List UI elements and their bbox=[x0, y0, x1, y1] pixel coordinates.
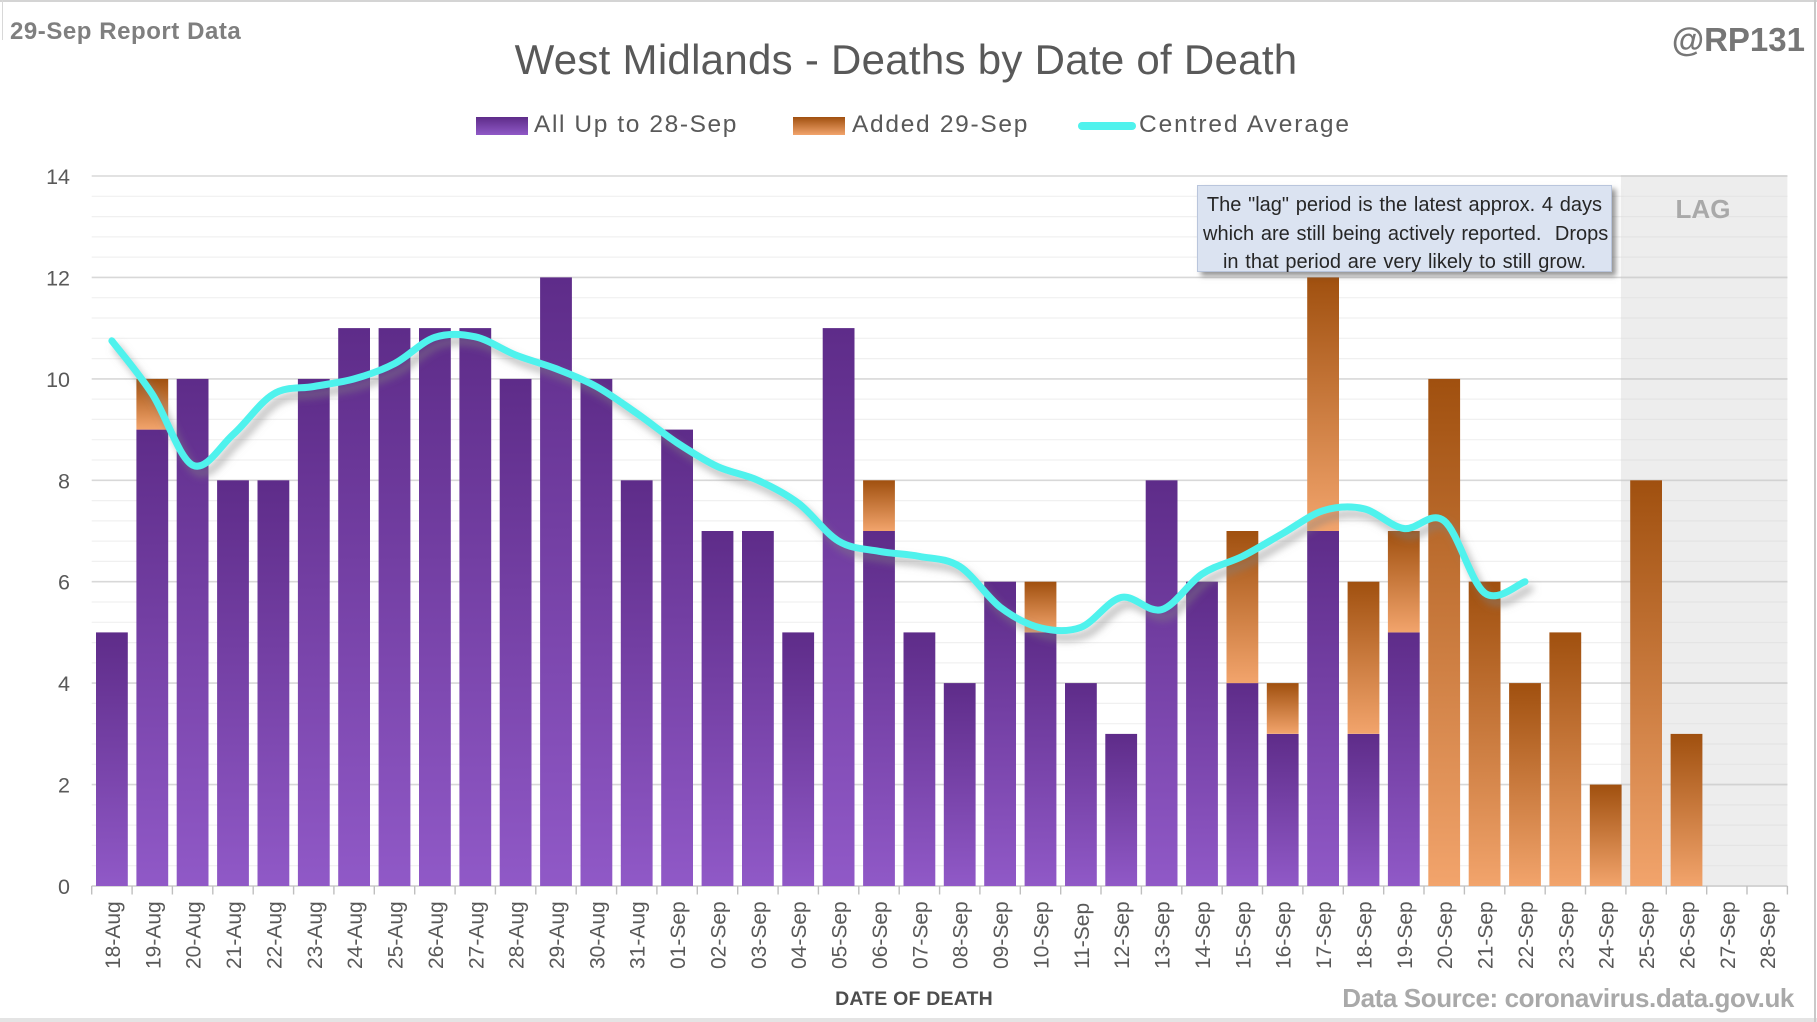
svg-text:26-Sep: 26-Sep bbox=[1677, 901, 1700, 969]
svg-text:21-Sep: 21-Sep bbox=[1475, 901, 1498, 969]
svg-text:29-Aug: 29-Aug bbox=[546, 901, 569, 969]
svg-text:24-Aug: 24-Aug bbox=[344, 901, 367, 969]
svg-text:19-Aug: 19-Aug bbox=[142, 901, 165, 969]
svg-text:24-Sep: 24-Sep bbox=[1596, 901, 1619, 969]
svg-text:25-Aug: 25-Aug bbox=[385, 901, 408, 969]
svg-text:02-Sep: 02-Sep bbox=[708, 901, 731, 969]
svg-text:0: 0 bbox=[58, 875, 70, 899]
svg-text:14-Sep: 14-Sep bbox=[1192, 901, 1215, 969]
svg-text:05-Sep: 05-Sep bbox=[829, 901, 852, 969]
svg-text:15-Sep: 15-Sep bbox=[1232, 901, 1255, 969]
svg-text:27-Sep: 27-Sep bbox=[1717, 901, 1740, 969]
svg-text:13-Sep: 13-Sep bbox=[1152, 901, 1175, 969]
svg-text:4: 4 bbox=[58, 672, 70, 696]
svg-text:19-Sep: 19-Sep bbox=[1394, 901, 1417, 969]
svg-text:8: 8 bbox=[58, 469, 70, 493]
svg-text:17-Sep: 17-Sep bbox=[1313, 901, 1336, 969]
svg-text:22-Sep: 22-Sep bbox=[1515, 901, 1538, 969]
svg-text:11-Sep: 11-Sep bbox=[1071, 903, 1094, 969]
svg-text:04-Sep: 04-Sep bbox=[788, 901, 811, 969]
svg-text:18-Sep: 18-Sep bbox=[1354, 901, 1377, 969]
svg-text:6: 6 bbox=[58, 571, 70, 595]
svg-text:12: 12 bbox=[46, 266, 70, 290]
svg-text:08-Sep: 08-Sep bbox=[950, 901, 973, 969]
svg-text:28-Sep: 28-Sep bbox=[1757, 901, 1780, 969]
svg-text:06-Sep: 06-Sep bbox=[869, 901, 892, 969]
svg-text:10-Sep: 10-Sep bbox=[1031, 901, 1054, 969]
svg-text:27-Aug: 27-Aug bbox=[465, 901, 488, 969]
svg-text:12-Sep: 12-Sep bbox=[1111, 901, 1134, 969]
svg-text:10: 10 bbox=[46, 368, 70, 392]
svg-text:22-Aug: 22-Aug bbox=[263, 901, 286, 969]
svg-text:16-Sep: 16-Sep bbox=[1273, 901, 1296, 969]
svg-text:25-Sep: 25-Sep bbox=[1636, 901, 1659, 969]
svg-text:31-Aug: 31-Aug bbox=[627, 901, 650, 969]
svg-text:26-Aug: 26-Aug bbox=[425, 901, 448, 969]
svg-text:30-Aug: 30-Aug bbox=[586, 901, 609, 969]
svg-text:23-Aug: 23-Aug bbox=[304, 901, 327, 969]
svg-text:2: 2 bbox=[58, 774, 70, 798]
svg-text:18-Aug: 18-Aug bbox=[102, 901, 125, 969]
svg-text:21-Aug: 21-Aug bbox=[223, 901, 246, 969]
svg-text:07-Sep: 07-Sep bbox=[909, 901, 932, 969]
svg-text:01-Sep: 01-Sep bbox=[667, 901, 690, 969]
svg-text:20-Sep: 20-Sep bbox=[1434, 901, 1457, 969]
svg-text:14: 14 bbox=[46, 165, 70, 189]
svg-text:LAG: LAG bbox=[1676, 194, 1731, 224]
svg-text:20-Aug: 20-Aug bbox=[183, 901, 206, 969]
svg-text:28-Aug: 28-Aug bbox=[506, 901, 529, 969]
svg-text:09-Sep: 09-Sep bbox=[990, 901, 1013, 969]
svg-text:23-Sep: 23-Sep bbox=[1555, 901, 1578, 969]
svg-text:03-Sep: 03-Sep bbox=[748, 901, 771, 969]
